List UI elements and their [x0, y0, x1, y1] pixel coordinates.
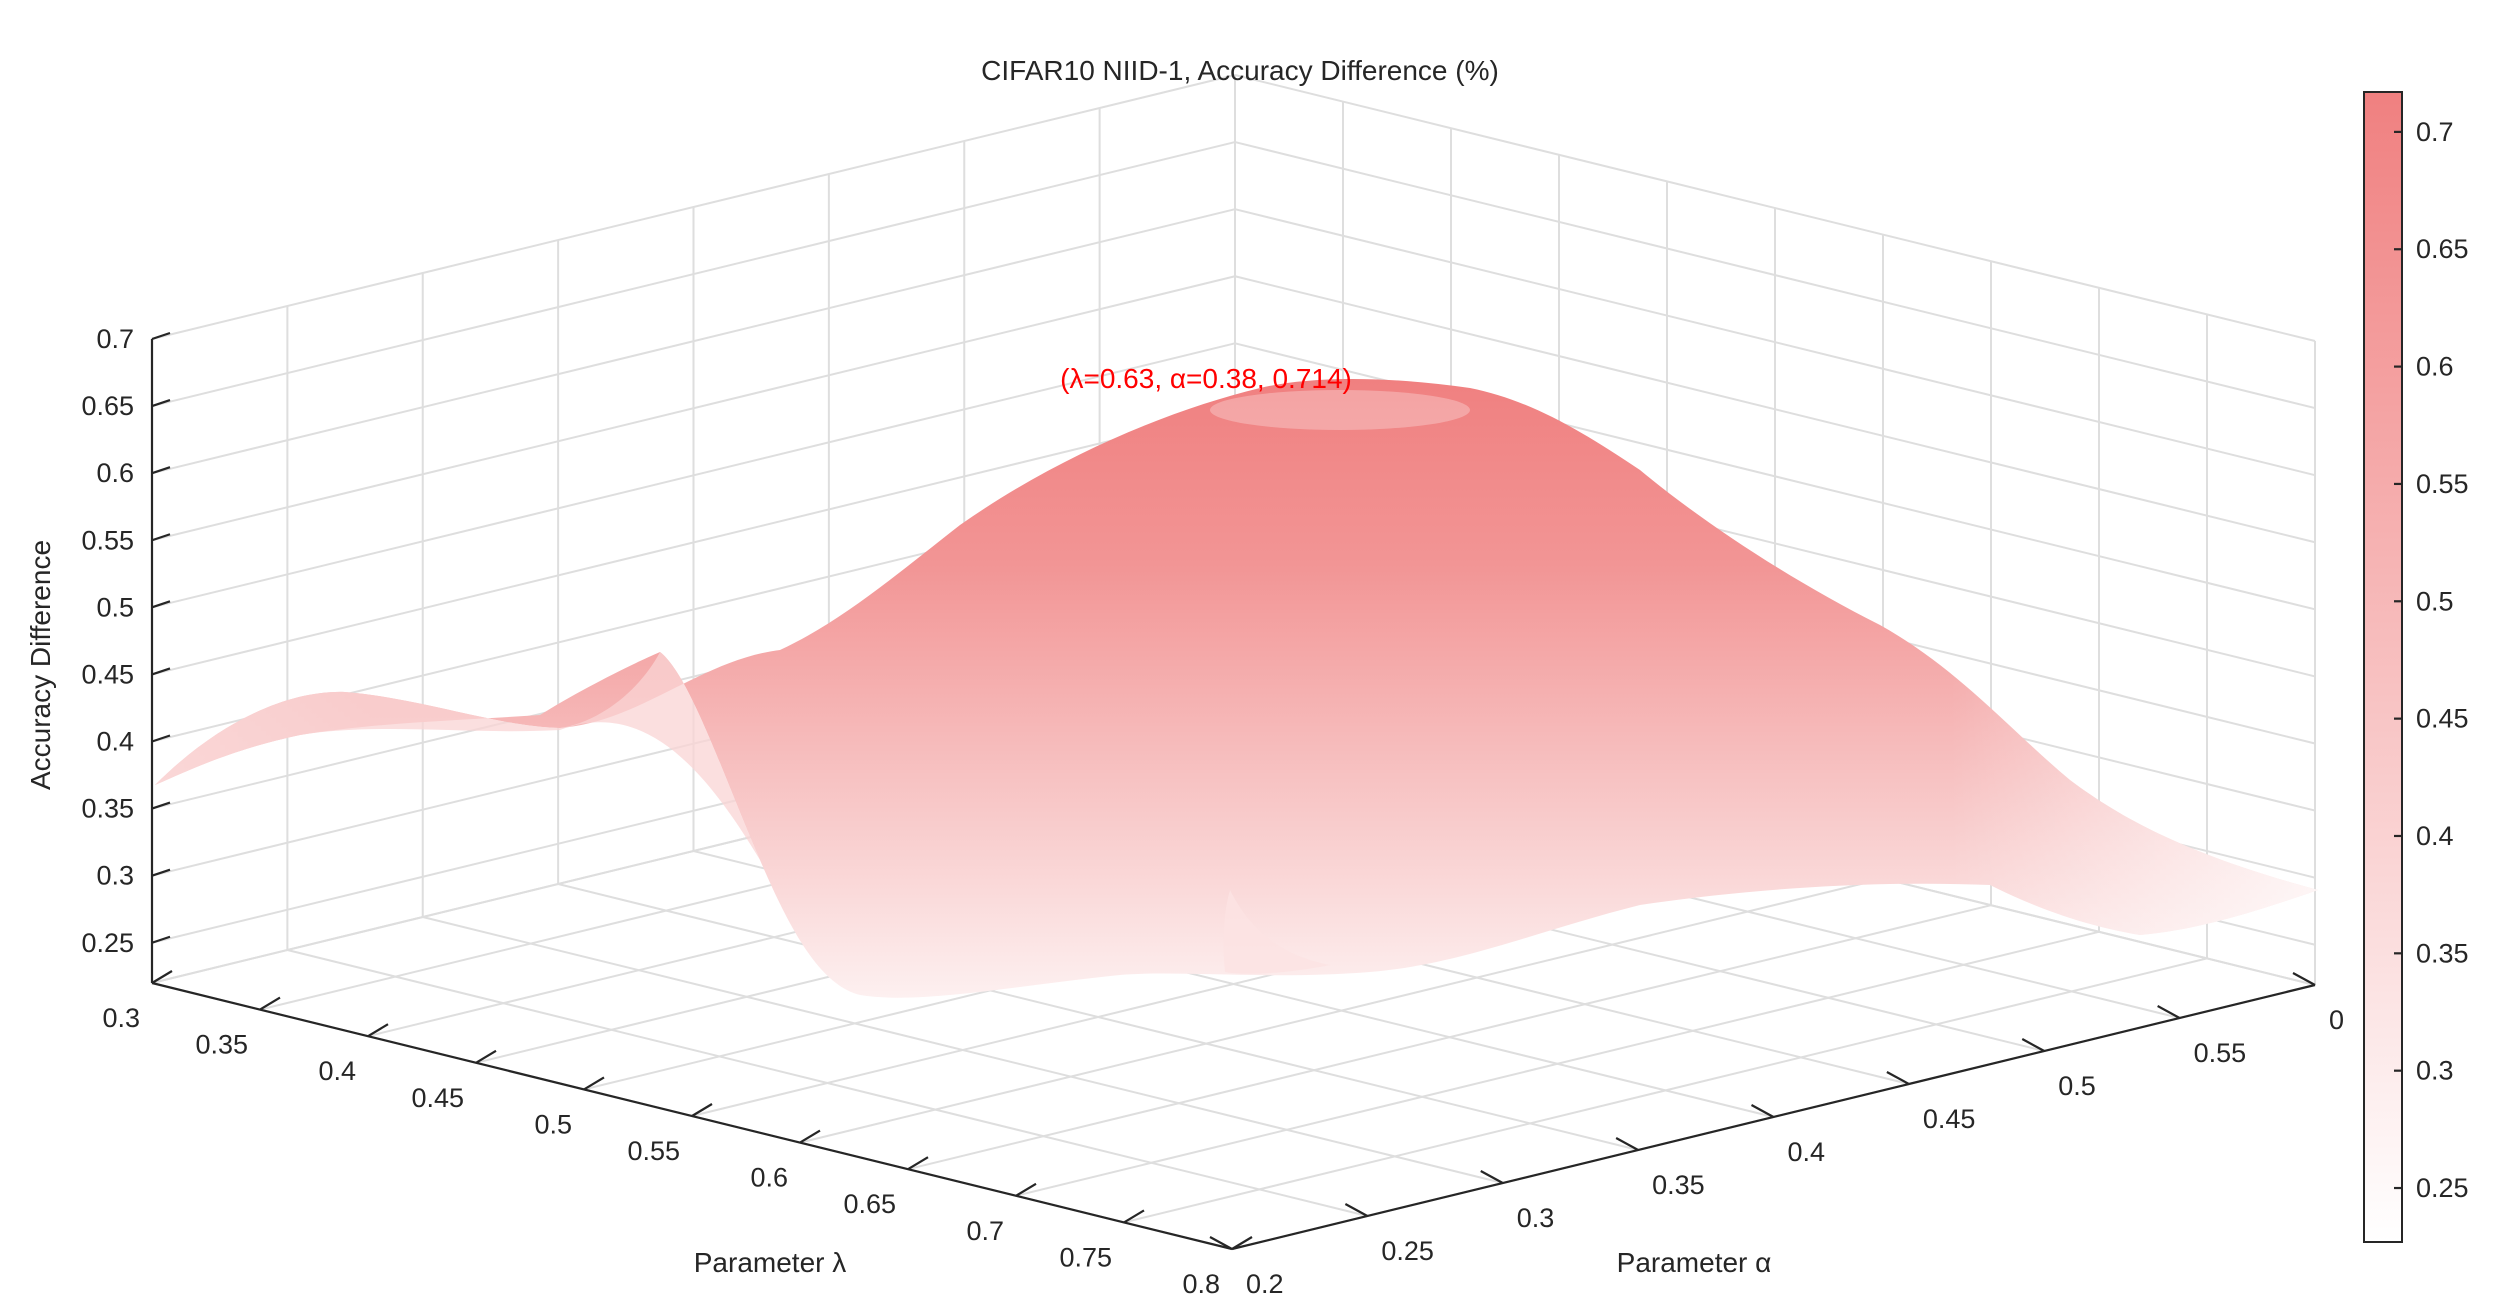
axes: 0.25 0.3 0.35 0.4 0.45 0.5 0.55 0.6 0.65 0.7 0.3 0.… — [81, 324, 2344, 1299]
lambda-tick — [259, 996, 281, 1011]
alpha-tick-label: 0.4 — [1788, 1137, 1826, 1167]
y-axis-label: Parameter λ — [694, 1247, 847, 1278]
z-tick-label: 0.45 — [81, 659, 134, 689]
lambda-tick-label: 0.65 — [843, 1189, 896, 1219]
alpha-tick — [1615, 1137, 1639, 1151]
alpha-tick-label: 0.35 — [1652, 1170, 1705, 1200]
z-tick — [151, 533, 171, 542]
z-tick-label: 0.5 — [96, 592, 134, 622]
alpha-tick — [1209, 1236, 1233, 1250]
colorbar-tick-label: 0.25 — [2416, 1173, 2469, 1203]
z-axis-label: Accuracy Difference — [25, 540, 56, 790]
surface-front-ridge — [155, 652, 760, 860]
colorbar-scale — [2363, 91, 2403, 1243]
grid-line — [907, 904, 1992, 1171]
colorbar-tick-label: 0.35 — [2416, 938, 2469, 968]
colorbar-tick-label: 0.65 — [2416, 234, 2469, 264]
colorbar-tick-label: 0.6 — [2416, 352, 2454, 382]
lambda-tick-label: 0.7 — [966, 1216, 1004, 1246]
z-tick — [151, 600, 171, 609]
lambda-tick — [1123, 1209, 1145, 1224]
x-axis-label: Parameter α — [1617, 1247, 1772, 1278]
z-tick — [151, 466, 171, 475]
z-tick — [151, 801, 171, 810]
lambda-tick-label: 0.75 — [1059, 1242, 1112, 1272]
chart-title: CIFAR10 NIID-1, Accuracy Difference (%) — [981, 55, 1499, 86]
lambda-tick-label: 0.6 — [750, 1163, 788, 1193]
grid-line — [799, 877, 1884, 1144]
z-tick — [151, 734, 171, 743]
colorbar-ticks: 0.25 0.3 0.35 0.4 0.45 0.5 0.55 0.6 0.65 0.7 — [2394, 117, 2469, 1203]
alpha-tick-label: 0 — [2329, 1005, 2344, 1035]
z-tick-label: 0.6 — [96, 458, 134, 488]
colorbar-tick-label: 0.7 — [2416, 117, 2454, 147]
lambda-tick — [691, 1103, 713, 1117]
alpha-tick-label: 0.3 — [1517, 1203, 1555, 1233]
lambda-tick-label: 0.3 — [102, 1003, 140, 1033]
alpha-tick-label: 0.25 — [1381, 1236, 1434, 1266]
grid-line — [1123, 957, 2208, 1224]
alpha-tick — [2292, 972, 2316, 986]
lambda-tick — [367, 1023, 389, 1038]
z-tick — [151, 935, 171, 944]
colorbar-tick-label: 0.4 — [2416, 821, 2454, 851]
alpha-tick — [2021, 1038, 2045, 1052]
peak-highlight — [1210, 390, 1470, 430]
alpha-tick-label: 0.2 — [1246, 1269, 1284, 1299]
z-tick — [151, 667, 171, 676]
lambda-tick-label: 0.8 — [1182, 1269, 1220, 1299]
surface-right-shade — [1500, 400, 2318, 935]
lambda-tick — [583, 1076, 605, 1091]
z-tick — [151, 399, 171, 408]
colorbar-tick-label: 0.3 — [2416, 1056, 2454, 1086]
lambda-tick — [1231, 1236, 1253, 1250]
alpha-tick — [1750, 1104, 1775, 1118]
lambda-tick-label: 0.5 — [534, 1109, 572, 1139]
colorbar-tick-label: 0.45 — [2416, 704, 2469, 734]
colorbar-tick-label: 0.5 — [2416, 586, 2454, 616]
lambda-tick-label: 0.45 — [411, 1083, 464, 1113]
alpha-tick-label: 0.55 — [2194, 1038, 2247, 1068]
colorbar: 0.25 0.3 0.35 0.4 0.45 0.5 0.55 0.6 0.65 0.7 — [2363, 91, 2469, 1243]
grid-line — [1015, 930, 2100, 1197]
z-tick — [151, 331, 171, 341]
surface — [155, 378, 2318, 998]
alpha-tick — [2157, 1005, 2181, 1019]
z-tick — [151, 868, 171, 877]
lambda-tick-label: 0.35 — [195, 1030, 248, 1060]
alpha-tick-label: 0.5 — [2058, 1071, 2096, 1101]
z-tick-label: 0.35 — [81, 794, 134, 824]
lambda-tick — [1015, 1182, 1037, 1197]
alpha-tick — [1886, 1071, 1910, 1085]
lambda-tick-label: 0.4 — [318, 1056, 356, 1086]
lambda-tick-label: 0.55 — [627, 1136, 680, 1166]
lambda-tick — [151, 970, 173, 984]
alpha-tick — [1344, 1203, 1368, 1217]
colorbar-tick-label: 0.55 — [2416, 469, 2469, 499]
lambda-tick — [799, 1129, 821, 1144]
lambda-tick — [475, 1049, 497, 1064]
z-tick-label: 0.3 — [96, 861, 134, 891]
z-tick-label: 0.25 — [81, 928, 134, 958]
peak-annotation: (λ=0.63, α=0.38, 0.714) — [1060, 363, 1352, 394]
alpha-tick — [1480, 1170, 1504, 1184]
lambda-tick — [907, 1156, 929, 1171]
z-tick-label: 0.55 — [81, 525, 134, 555]
z-tick-label: 0.4 — [96, 727, 134, 757]
z-tick-label: 0.7 — [96, 324, 134, 354]
z-tick-label: 0.65 — [81, 391, 134, 421]
surface-front-fold — [1223, 890, 1330, 974]
alpha-tick-label: 0.45 — [1923, 1104, 1976, 1134]
